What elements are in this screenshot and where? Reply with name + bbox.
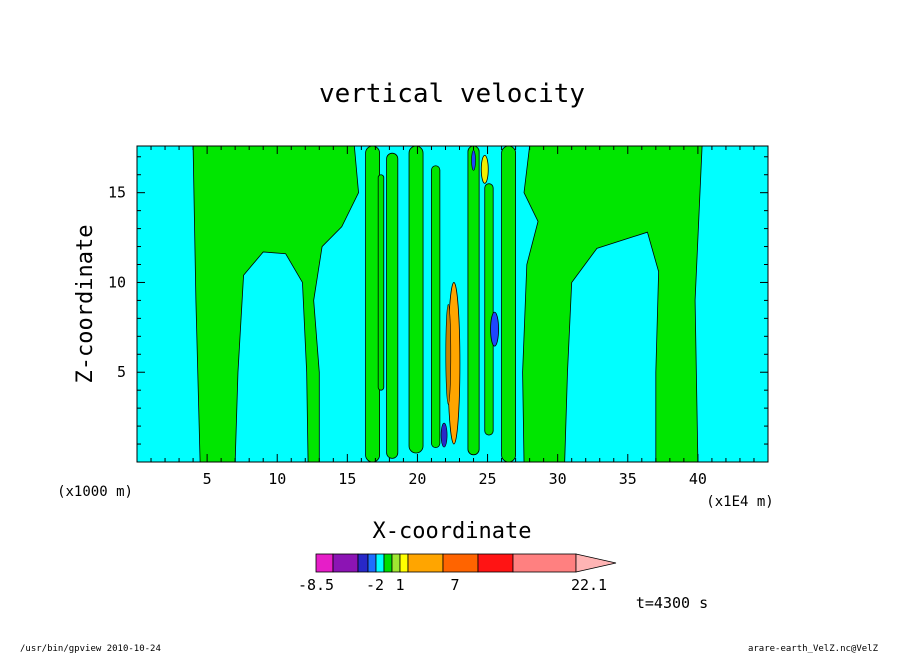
x-unit-right: (x1E4 m) xyxy=(706,494,773,510)
x-tick-label: 40 xyxy=(689,470,707,488)
colorbar-cell-1 xyxy=(315,553,334,573)
blue-cell xyxy=(490,311,499,347)
time-label: t=4300 s xyxy=(636,594,708,612)
colorbar: -8.5 -2 1 7 22.1 xyxy=(298,553,617,594)
colorbar-arrow xyxy=(575,553,617,573)
green-strip-6 xyxy=(484,183,494,436)
footer-file: arare-earth_VelZ.nc@VelZ xyxy=(748,644,879,654)
chart-title: vertical velocity xyxy=(319,79,585,109)
green-strip-7 xyxy=(501,145,517,463)
colorbar-tick-label: 1 xyxy=(395,576,404,594)
footer-program: /usr/bin/gpview 2010-10-24 xyxy=(20,644,161,654)
x-tick-label: 15 xyxy=(338,470,356,488)
plot-border xyxy=(136,145,769,463)
y-tick-label: 15 xyxy=(108,184,126,202)
colorbar-tick-label: 7 xyxy=(450,576,459,594)
colorbar-cell-11 xyxy=(477,553,514,573)
colorbar-cell-2 xyxy=(332,553,359,573)
orange-core-inner xyxy=(445,303,452,405)
colorbar-cell-6 xyxy=(383,553,393,573)
colorbar-tick-label: -2 xyxy=(366,576,384,594)
x-axis-label: X-coordinate xyxy=(373,519,532,544)
y-axis: 5 10 15 xyxy=(108,156,768,445)
yellow-cell xyxy=(480,154,489,184)
y-tick-label: 10 xyxy=(108,273,126,291)
green-strip-1 xyxy=(365,145,380,463)
colorbar-cell-4 xyxy=(367,553,377,573)
green-strip-4 xyxy=(431,165,441,449)
colorbar-cell-3 xyxy=(357,553,369,573)
colorbar-cell-8 xyxy=(399,553,409,573)
x-tick-label: 5 xyxy=(203,470,212,488)
green-strip-5 xyxy=(467,145,480,456)
green-strip-8 xyxy=(377,174,385,391)
colorbar-cell-9 xyxy=(407,553,444,573)
x-tick-label: 10 xyxy=(268,470,286,488)
y-axis-label: Z-coordinate xyxy=(73,225,98,384)
colorbar-cell-5 xyxy=(375,553,385,573)
colorbar-tick-label: 22.1 xyxy=(571,576,607,594)
y-tick-label: 5 xyxy=(117,363,126,381)
x-axis: 5 10 15 20 25 30 35 40 xyxy=(136,146,769,488)
plot-frame xyxy=(136,145,769,463)
colorbar-cell-12 xyxy=(512,553,577,573)
x-tick-label: 20 xyxy=(408,470,426,488)
green-strip-2 xyxy=(386,152,399,459)
colorbar-cell-10 xyxy=(442,553,479,573)
x-unit-left: (x1000 m) xyxy=(57,484,133,500)
blue-cell-base xyxy=(440,422,448,448)
blue-cell-top xyxy=(471,150,476,171)
contour-field xyxy=(137,145,768,463)
green-strip-3 xyxy=(408,145,424,454)
x-tick-label: 35 xyxy=(619,470,637,488)
colorbar-cell-7 xyxy=(391,553,401,573)
colorbar-tick-label: -8.5 xyxy=(298,576,334,594)
x-tick-label: 30 xyxy=(549,470,567,488)
x-tick-label: 25 xyxy=(479,470,497,488)
